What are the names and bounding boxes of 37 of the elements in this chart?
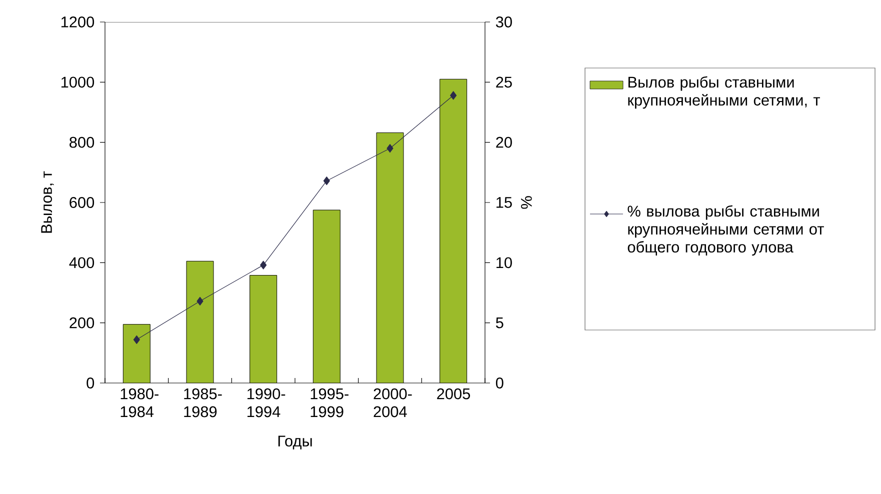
x-tick-label: 1985-1989 — [184, 388, 222, 418]
y2-tick-label: 0 — [496, 378, 504, 388]
bar — [440, 78, 468, 383]
bar — [313, 210, 340, 383]
y-tick-label: 800 — [70, 136, 94, 148]
y-tick-label: 600 — [70, 197, 94, 208]
y2-tick-label: 25 — [496, 76, 512, 88]
bar — [186, 261, 214, 383]
x-tick-label: 1990-1994 — [247, 388, 286, 418]
x-tick-label: 1995-1999 — [310, 388, 348, 418]
point — [260, 260, 267, 270]
y-tick-label: 400 — [69, 257, 94, 268]
y-tick-label: 200 — [70, 317, 94, 328]
legend-label: % вылова рыбы ставными крупноячейными сетями от общего годового улова — [628, 205, 824, 256]
y-axis-title: Вылов, т — [41, 171, 54, 233]
point — [133, 335, 140, 344]
point — [196, 296, 204, 306]
x-tick-label: 2005 — [437, 388, 470, 400]
point — [450, 91, 457, 100]
bar — [250, 275, 277, 383]
y2-tick-label: 10 — [496, 257, 512, 268]
y2-tick-label: 30 — [496, 16, 512, 28]
point — [386, 144, 394, 153]
y2-tick-label: 15 — [496, 197, 512, 208]
bar — [376, 132, 404, 383]
y-tick-label: 0 — [86, 378, 94, 388]
y2-axis-title: % — [521, 196, 532, 209]
y-tick-label: 1000 — [61, 76, 94, 88]
point — [323, 176, 330, 186]
x-tick-label: 2000-2004 — [374, 388, 412, 418]
x-axis-title: Годы — [278, 436, 312, 450]
x-tick-label: 1980-1984 — [120, 388, 158, 418]
y2-tick-label: 20 — [496, 136, 512, 148]
y-tick-label: 1200 — [61, 16, 94, 28]
y2-tick-label: 5 — [496, 317, 504, 328]
legend-label: Вылов рыбы ставными крупноячейными сетями, т — [628, 76, 820, 109]
bar — [123, 324, 150, 383]
